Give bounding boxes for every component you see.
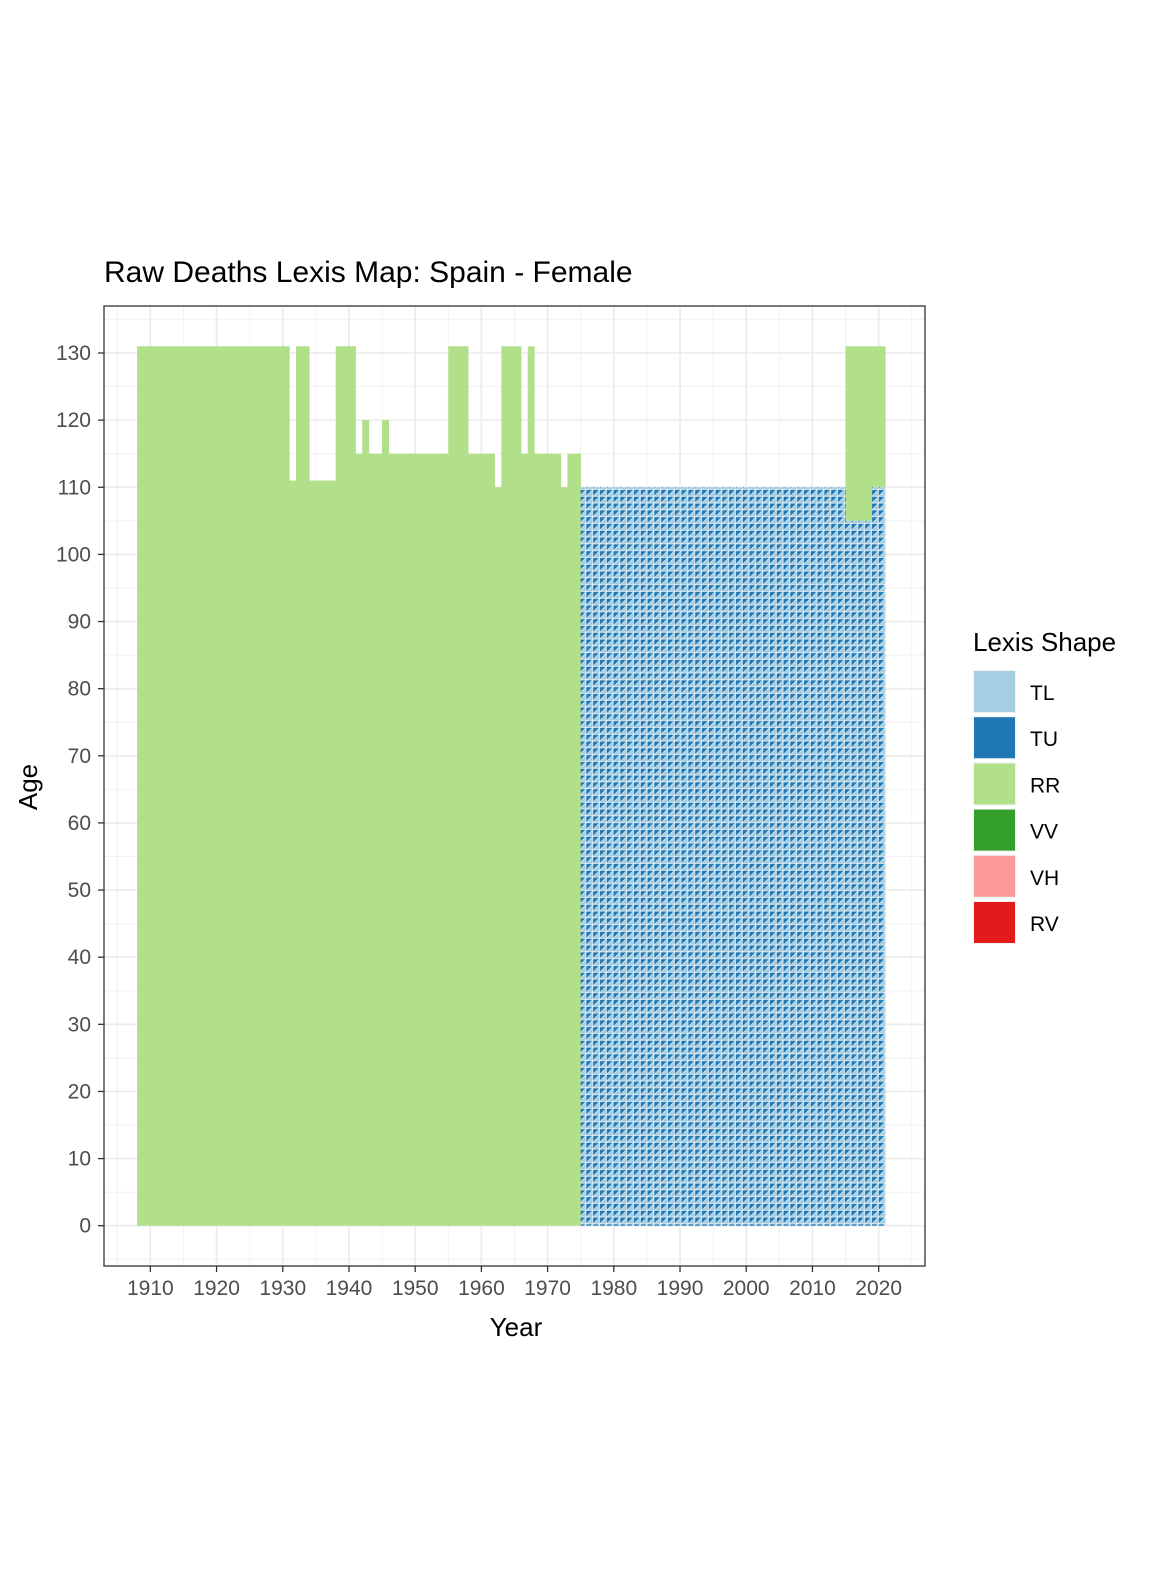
lexis-region-rr (494, 487, 502, 1226)
y-axis-label: Age (13, 764, 43, 810)
lexis-region-rr (296, 346, 310, 1226)
lexis-region-rr (468, 453, 495, 1226)
lexis-region-rr (845, 346, 873, 521)
y-tick-label: 10 (68, 1148, 91, 1171)
legend-key-tl (974, 671, 1015, 712)
x-tick-label: 2010 (789, 1277, 836, 1300)
lexis-region-rr (368, 453, 383, 1226)
lexis-region-rr (382, 420, 390, 1226)
lexis-region-rr (567, 453, 582, 1226)
lexis-region-tl-tu (872, 487, 886, 1226)
x-tick-label: 1940 (326, 1277, 373, 1300)
x-tick-label: 1970 (524, 1277, 571, 1300)
lexis-region-rr (501, 346, 522, 1226)
x-tick-label: 1930 (259, 1277, 306, 1300)
x-tick-label: 1990 (657, 1277, 704, 1300)
lexis-region-rr (521, 453, 529, 1226)
y-tick-label: 120 (56, 409, 91, 432)
lexis-region-rr (527, 346, 535, 1226)
lexis-region-tl-tu (580, 487, 846, 1226)
lexis-region-rr (534, 453, 562, 1226)
y-tick-label: 110 (58, 476, 91, 499)
chart-title: Raw Deaths Lexis Map: Spain - Female (104, 256, 633, 289)
lexis-region-rr (872, 346, 886, 488)
legend-label-rv: RV (1030, 913, 1059, 936)
legend-label-tl: TL (1030, 682, 1055, 705)
lexis-region-rr (289, 480, 297, 1226)
plot-panel: 1910 1920 1930 1940 1950 1960 1970 1980 1990 2000… (56, 305, 926, 1300)
legend-label-tu: TU (1030, 728, 1058, 751)
legend-label-vh: VH (1030, 867, 1059, 890)
lexis-region-rr (335, 346, 356, 1226)
lexis-region-rr (137, 346, 290, 1226)
lexis-region-tl-tu (845, 520, 873, 1226)
lexis-region-rr (560, 487, 568, 1226)
x-tick-label: 1910 (127, 1277, 174, 1300)
y-tick-label: 80 (68, 678, 91, 701)
y-tick-label: 130 (56, 342, 91, 365)
y-tick-label: 90 (68, 611, 91, 634)
y-tick-label: 20 (68, 1080, 91, 1103)
lexis-region-rr (309, 480, 337, 1226)
x-tick-label: 1950 (392, 1277, 439, 1300)
x-tick-label: 2000 (723, 1277, 770, 1300)
legend-key-rv (974, 902, 1015, 943)
x-tick-label: 2020 (855, 1277, 902, 1300)
y-tick-label: 100 (56, 543, 91, 566)
y-tick-label: 50 (68, 879, 91, 902)
legend-key-rr (974, 763, 1015, 805)
lexis-region-rr (362, 420, 370, 1226)
x-tick-label: 1960 (458, 1277, 505, 1300)
legend-key-vh (974, 855, 1015, 897)
panel-border (103, 305, 926, 1267)
lexis-region-rr (448, 346, 469, 1226)
legend-label-vv: VV (1030, 821, 1058, 844)
legend-key-tu (974, 717, 1015, 759)
y-tick-label: 60 (68, 812, 91, 835)
legend: Lexis Shape TL TU RR VV VH RV (973, 627, 1116, 944)
x-tick-label: 1980 (590, 1277, 637, 1300)
y-tick-label: 40 (68, 946, 91, 969)
legend-title: Lexis Shape (973, 627, 1116, 657)
y-tick-label: 30 (68, 1013, 91, 1036)
x-axis-label: Year (490, 1312, 543, 1342)
x-tick-label: 1920 (193, 1277, 240, 1300)
y-tick-label: 70 (68, 745, 91, 768)
legend-label-rr: RR (1030, 774, 1060, 797)
lexis-region-rr (355, 453, 363, 1226)
y-tick-label: 0 (79, 1215, 91, 1238)
lexis-region-rr (388, 453, 449, 1226)
legend-key-vv (974, 809, 1015, 851)
